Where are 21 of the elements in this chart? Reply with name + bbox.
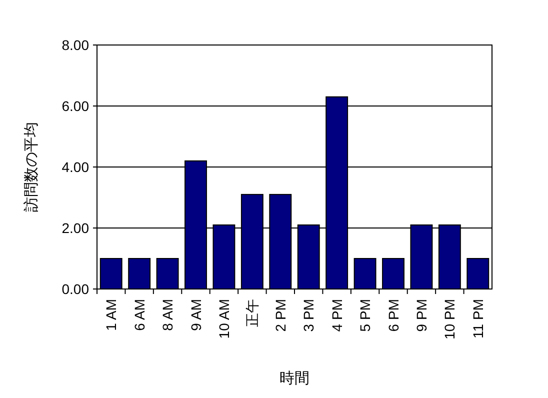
x-tick-label: 9 PM [413,299,430,332]
x-tick-label: 6 PM [385,299,402,332]
y-tick-label: 6.00 [62,98,90,114]
y-axis-title: 訪問数の平均 [23,122,40,212]
x-tick-label: 4 PM [328,299,345,332]
y-tick-label: 0.00 [62,281,90,297]
x-tick-label: 3 PM [300,299,317,332]
y-tick-label: 2.00 [62,220,90,236]
x-tick-label: 11 PM [470,299,486,338]
x-tick-label: 9 AM [188,299,204,331]
x-tick-label: 正午 [244,299,260,327]
x-tick-label: 5 PM [357,299,374,332]
x-tick-label: 10 PM [442,299,458,340]
x-tick-label: 8 AM [160,299,176,331]
y-tick-label: 4.00 [62,159,90,175]
y-tick-label: 8.00 [62,37,90,53]
x-tick-label: 10 AM [216,299,232,339]
x-tick-label: 1 AM [103,299,120,331]
x-tick-label: 2 PM [272,299,288,332]
x-tick-label: 6 AM [131,299,148,331]
x-axis-title: 時間 [280,370,310,387]
